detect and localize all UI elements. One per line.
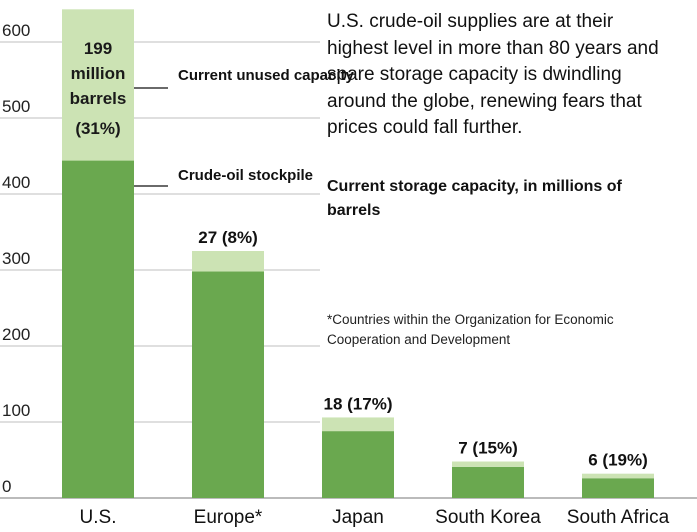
data-label: 7 (15%) — [458, 439, 518, 458]
bar-unused-capacity — [62, 9, 134, 161]
y-tick-label: 200 — [2, 325, 30, 344]
category-label: Europe* — [194, 507, 263, 528]
chart-description: U.S. crude-oil supplies are at their hig… — [327, 11, 659, 138]
stockpile-annotation: Crude-oil stockpile — [178, 167, 313, 184]
data-label: 18 (17%) — [324, 394, 393, 413]
data-labels: 27 (8%) 18 (17%) 7 (15%) 6 (19%) 199 million b… — [70, 39, 648, 470]
category-label: Japan — [332, 507, 384, 528]
y-tick-label: 600 — [2, 21, 30, 40]
category-label: South Korea — [435, 507, 541, 528]
y-axis-ticks: 0 100 200 300 400 500 600 — [2, 21, 30, 496]
y-tick-label: 400 — [2, 173, 30, 192]
us-data-label: 199 million barrels (31%) — [70, 39, 127, 138]
data-label: 6 (19%) — [588, 451, 648, 470]
bar-stockpile — [582, 478, 654, 498]
bar-stockpile — [62, 160, 134, 498]
bar-unused-capacity — [192, 251, 264, 272]
data-label: 27 (8%) — [198, 228, 258, 247]
category-label: U.S. — [80, 507, 117, 528]
bars — [62, 9, 654, 498]
chart-subtitle: Current storage capacity, in millions of… — [327, 178, 622, 219]
y-tick-label: 0 — [2, 477, 11, 496]
y-tick-label: 500 — [2, 97, 30, 116]
unused-annotation: Current unused capacity — [178, 67, 355, 84]
category-labels: U.S. Europe* Japan South Korea South Africa — [80, 507, 670, 528]
category-label: South Africa — [567, 507, 670, 528]
bar-unused-capacity — [322, 417, 394, 432]
bar-stockpile — [322, 431, 394, 498]
bar-stockpile — [192, 271, 264, 498]
bar-unused-capacity — [582, 473, 654, 479]
bar-stockpile — [452, 466, 524, 498]
y-tick-label: 300 — [2, 249, 30, 268]
footnote: *Countries within the Organization for E… — [327, 312, 614, 347]
y-tick-label: 100 — [2, 401, 30, 420]
bar-unused-capacity — [452, 461, 524, 467]
